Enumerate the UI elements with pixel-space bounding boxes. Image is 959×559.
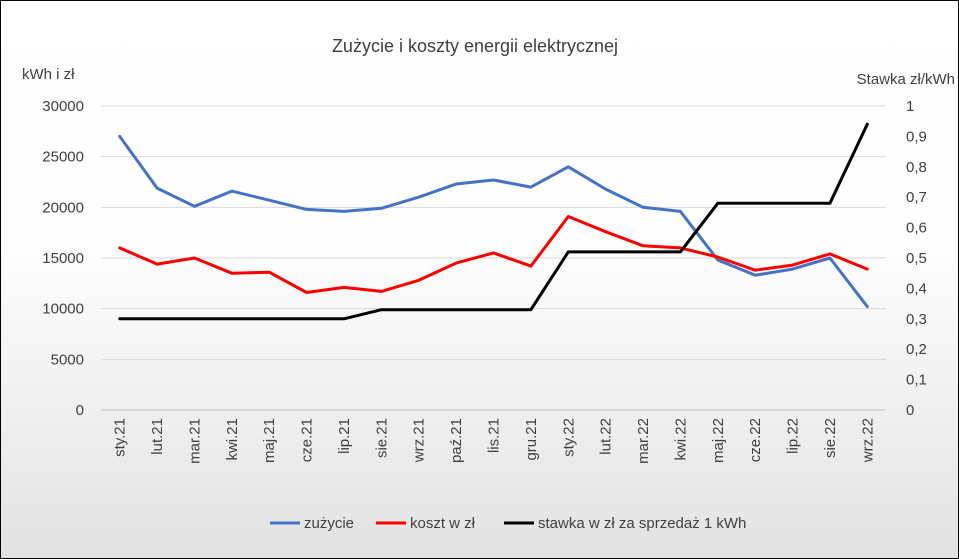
x-tick-label: lis.21 — [486, 418, 503, 453]
x-axis-ticks: sty.21 lut.21 mar.21 kwi.21 maj.21 cze.21 lip.… — [112, 418, 877, 464]
x-tick-label: cze.22 — [747, 418, 764, 462]
y-right-tick-label: 0,4 — [906, 280, 927, 297]
y-left-tick-label: 0 — [76, 402, 84, 419]
y-axis-right-title: Stawka zł/kWh — [857, 71, 955, 88]
y-axis-right-ticks: 0 0,1 0,2 0,3 0,4 0,5 0,6 0,7 0,8 0,9 1 — [906, 98, 927, 419]
gridlines — [101, 105, 886, 411]
y-right-tick-label: 0 — [906, 402, 914, 419]
x-tick-label: paź.21 — [448, 418, 465, 463]
y-left-tick-label: 15000 — [42, 250, 84, 267]
x-tick-label: sie.22 — [822, 418, 839, 458]
legend-label: stawka w zł za sprzedaż 1 kWh — [538, 515, 746, 532]
x-tick-label: sty.22 — [560, 418, 577, 457]
y-left-tick-label: 10000 — [42, 301, 84, 318]
x-tick-label: mar.22 — [635, 418, 652, 464]
x-tick-label: sty.21 — [112, 418, 129, 457]
y-right-tick-label: 0,6 — [906, 220, 927, 237]
series-line-2 — [118, 122, 869, 321]
y-left-tick-label: 20000 — [42, 199, 84, 216]
x-tick-label: maj.22 — [710, 418, 727, 463]
series-lines — [118, 122, 869, 321]
legend-label: koszt w zł — [410, 515, 476, 532]
y-right-tick-label: 0,1 — [906, 372, 927, 389]
y-left-tick-label: 30000 — [42, 98, 84, 115]
x-tick-label: wrz.22 — [859, 418, 876, 463]
x-tick-label: wrz.21 — [411, 418, 428, 463]
chart-title: Zużycie i koszty energii elektrycznej — [332, 36, 618, 56]
x-tick-label: gru.21 — [523, 418, 540, 461]
x-tick-label: lip.22 — [785, 418, 802, 454]
x-tick-label: cze.21 — [299, 418, 316, 462]
legend: zużycie koszt w zł stawka w zł za sprzedaż… — [270, 515, 746, 532]
series-line-0 — [118, 134, 869, 309]
x-tick-label: lut.22 — [598, 418, 615, 455]
y-right-tick-label: 0,8 — [906, 159, 927, 176]
x-tick-label: lut.21 — [149, 418, 166, 455]
x-tick-label: kwi.22 — [672, 418, 689, 461]
y-left-tick-label: 25000 — [42, 149, 84, 166]
y-right-tick-label: 0,9 — [906, 128, 927, 145]
y-right-tick-label: 1 — [906, 98, 914, 115]
legend-label: zużycie — [304, 515, 354, 532]
series-line-1 — [118, 215, 869, 294]
y-left-tick-label: 5000 — [51, 351, 84, 368]
y-right-tick-label: 0,2 — [906, 341, 927, 358]
x-tick-label: maj.21 — [261, 418, 278, 463]
x-tick-label: lip.21 — [336, 418, 353, 454]
x-tick-label: kwi.21 — [224, 418, 241, 461]
y-right-tick-label: 0,3 — [906, 311, 927, 328]
y-axis-left-title: kWh i zł — [22, 66, 75, 83]
y-axis-left-ticks: 0 5000 10000 15000 20000 25000 30000 — [42, 98, 84, 419]
y-right-tick-label: 0,7 — [906, 189, 927, 206]
x-tick-label: mar.21 — [186, 418, 203, 464]
y-right-tick-label: 0,5 — [906, 250, 927, 267]
x-tick-label: sie.21 — [373, 418, 390, 458]
